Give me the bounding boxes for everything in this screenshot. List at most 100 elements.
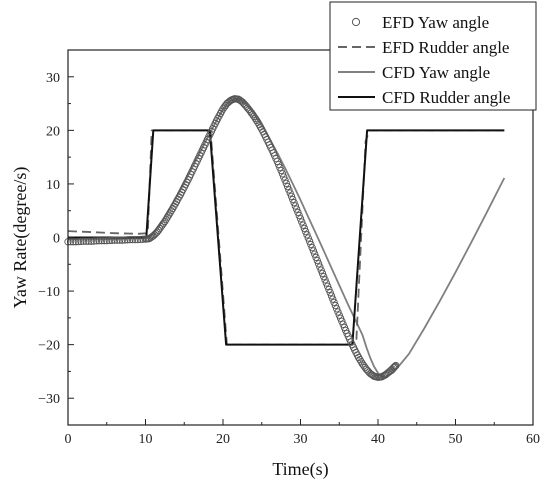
data-point-efd-yaw-angle [116,236,124,244]
x-axis-ticks: 0 10 20 30 40 50 60 [65,419,540,447]
data-point-efd-yaw-angle [110,236,119,244]
data-point-efd-yaw-angle [237,97,245,105]
data-point-efd-yaw-angle [391,362,399,370]
data-point-efd-yaw-angle [333,305,341,313]
data-point-efd-yaw-angle [123,236,132,244]
data-point-efd-yaw-angle [77,237,85,246]
data-point-efd-yaw-angle [291,202,299,210]
data-point-efd-yaw-angle [354,353,363,362]
data-point-efd-yaw-angle [90,237,98,245]
data-point-efd-yaw-angle [322,279,330,287]
data-point-efd-yaw-angle [92,237,101,245]
legend-label-efd-rudder-angle: EFD Rudder angle [382,38,509,57]
data-point-efd-yaw-angle [87,237,95,245]
data-point-efd-yaw-angle [311,250,319,258]
data-point-efd-yaw-angle [298,218,306,226]
data-point-efd-yaw-angle [309,247,318,255]
y-axis-ticks: −30 −20 −10 0 10 20 30 [38,49,74,426]
data-point-efd-yaw-angle [304,234,312,242]
data-point-efd-yaw-angle [389,364,398,372]
data-point-efd-yaw-angle [100,237,108,245]
legend-label-cfd-yaw-angle: CFD Yaw angle [382,63,490,82]
data-point-efd-yaw-angle [303,231,311,239]
data-point-efd-yaw-angle [326,289,334,297]
data-point-efd-yaw-angle [282,179,290,188]
data-point-efd-yaw-angle [294,208,302,216]
data-point-efd-yaw-angle [385,367,394,376]
data-point-efd-yaw-angle [287,192,296,200]
data-point-efd-yaw-angle [74,237,82,246]
data-point-efd-yaw-angle [296,215,305,223]
x-axis-label: Time(s) [272,459,328,480]
data-point-efd-yaw-angle [281,176,289,184]
y-tick-label: −10 [38,285,60,300]
data-point-efd-yaw-angle [163,213,172,221]
data-point-efd-yaw-angle [79,237,88,245]
x-tick-label: 60 [526,432,540,447]
legend-box [329,1,537,111]
data-point-efd-yaw-angle [280,173,288,181]
data-point-efd-yaw-angle [318,269,327,278]
data-point-efd-yaw-angle [327,292,336,300]
x-tick-label: 10 [139,432,153,447]
x-tick-label: 40 [371,432,385,447]
legend-item-cfd-rudder-angle: CFD Rudder angle [338,88,510,107]
data-point-efd-yaw-angle [289,195,297,204]
x-tick-label: 20 [216,432,230,447]
y-tick-label: 20 [46,124,60,139]
y-tick-label: 0 [53,232,60,247]
data-point-efd-yaw-angle [165,211,173,219]
y-tick-label: 10 [46,178,60,193]
data-point-efd-yaw-angle [134,235,142,244]
data-point-efd-yaw-angle [308,244,316,252]
data-point-efd-yaw-angle [300,224,309,233]
data-point-efd-yaw-angle [166,209,174,217]
data-point-efd-yaw-angle [250,112,258,121]
legend-marker-efd-yaw-angle [351,17,361,27]
data-point-efd-yaw-angle [161,217,169,226]
data-point-efd-yaw-angle [330,298,338,306]
data-point-efd-yaw-angle [66,238,75,246]
data-point-efd-yaw-angle [149,232,157,240]
data-point-efd-yaw-angle [249,110,257,119]
data-point-efd-yaw-angle [113,236,121,244]
data-point-efd-yaw-angle [329,295,337,303]
data-point-efd-yaw-angle [82,237,90,245]
data-point-efd-yaw-angle [314,260,323,268]
data-point-efd-yaw-angle [278,170,287,178]
data-point-efd-yaw-angle [97,237,106,245]
y-tick-label: −20 [38,339,60,354]
data-point-efd-yaw-angle [312,253,320,261]
data-point-efd-yaw-angle [320,272,328,281]
legend-item-cfd-yaw-angle: CFD Yaw angle [338,63,490,82]
data-point-efd-yaw-angle [307,240,315,249]
data-point-efd-yaw-angle [316,263,324,271]
legend-item-efd-yaw-angle: EFD Yaw angle [351,13,489,32]
data-point-efd-yaw-angle [313,256,321,265]
data-point-efd-yaw-angle [321,276,329,284]
data-point-efd-yaw-angle [302,227,310,236]
data-point-efd-yaw-angle [392,361,400,370]
data-point-efd-yaw-angle [126,235,134,244]
data-point-efd-yaw-angle [292,205,301,213]
series-efd-yaw-angle [64,95,400,381]
x-tick-label: 0 [65,432,72,447]
data-point-efd-yaw-angle [390,363,398,371]
legend: EFD Yaw angle EFD Rudder angle CFD Yaw a… [329,1,537,111]
data-point-efd-yaw-angle [105,236,113,245]
plot-content [64,95,506,381]
data-point-efd-yaw-angle [69,238,77,246]
data-point-efd-yaw-angle [283,182,292,191]
data-point-efd-yaw-angle [128,235,137,244]
data-point-efd-yaw-angle [357,358,365,366]
data-point-efd-yaw-angle [224,98,232,107]
data-point-efd-yaw-angle [285,186,293,194]
data-point-efd-yaw-angle [251,114,259,123]
legend-label-efd-yaw-angle: EFD Yaw angle [382,13,489,32]
data-point-efd-yaw-angle [159,219,168,227]
data-point-efd-yaw-angle [118,236,126,244]
data-point-efd-yaw-angle [290,199,298,207]
data-point-efd-yaw-angle [95,237,103,245]
data-point-efd-yaw-angle [131,235,139,244]
